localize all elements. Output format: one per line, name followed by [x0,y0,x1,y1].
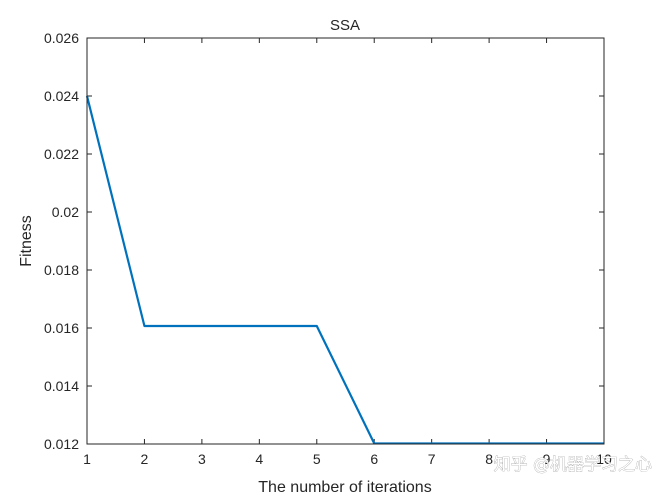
plot-background [87,38,604,444]
y-tick-label: 0.026 [44,30,79,46]
x-tick-label: 3 [198,451,206,467]
watermark: 知乎 @机器学习之心 [494,455,652,475]
y-tick-label: 0.02 [52,204,79,220]
x-tick-label: 7 [428,451,436,467]
y-tick-label: 0.018 [44,262,79,278]
x-tick-label: 6 [370,451,378,467]
y-axis-label: Fitness [18,215,35,267]
x-tick-label: 10 [596,451,612,467]
chart-title: SSA [330,17,360,34]
series-line [85,95,604,445]
tick-labels: 1 2 3 4 5 6 7 8 9 10 0.012 0.014 0.016 0.018 0.02 0.022… [44,30,612,467]
plot-frame [86,37,605,445]
x-tick-label: 9 [543,451,551,467]
y-tick-label: 0.012 [44,436,79,452]
x-tick-label: 2 [141,451,149,467]
y-tick-label: 0.016 [44,320,79,336]
x-axis-label: The number of iterations [258,479,431,496]
x-tick-label: 4 [255,451,263,467]
y-tick-label: 0.022 [44,146,79,162]
x-tick-label: 8 [485,451,493,467]
x-tick-label: 1 [83,451,91,467]
y-tick-label: 0.014 [44,378,79,394]
y-tick-label: 0.024 [44,88,79,104]
x-tick-label: 5 [313,451,321,467]
